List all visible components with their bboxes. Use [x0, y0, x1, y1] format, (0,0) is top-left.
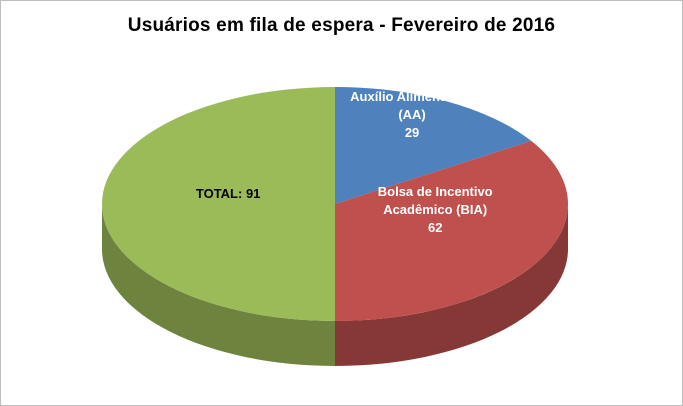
pie-slice-side-1 [335, 204, 568, 366]
pie-slice-side-2 [102, 204, 335, 366]
slice-label-0-line-1: (AA) [398, 107, 425, 122]
chart-title: Usuários em fila de espera - Fevereiro d… [127, 15, 556, 36]
pie-slice-0 [335, 87, 532, 204]
slice-label-0-line-2: 29 [405, 125, 419, 140]
pie-slice-1 [335, 140, 569, 321]
slice-label-1-line-0: Bolsa de Incentivo [378, 184, 493, 199]
slice-label-2-line-0: TOTAL: 91 [196, 186, 261, 201]
pie-slice-2 [102, 87, 335, 321]
slice-label-0-line-0: Auxílio Alimentação [350, 89, 474, 104]
slice-label-1-line-2: 62 [428, 220, 442, 235]
slice-label-1-line-1: Acadêmico (BIA) [383, 202, 487, 217]
